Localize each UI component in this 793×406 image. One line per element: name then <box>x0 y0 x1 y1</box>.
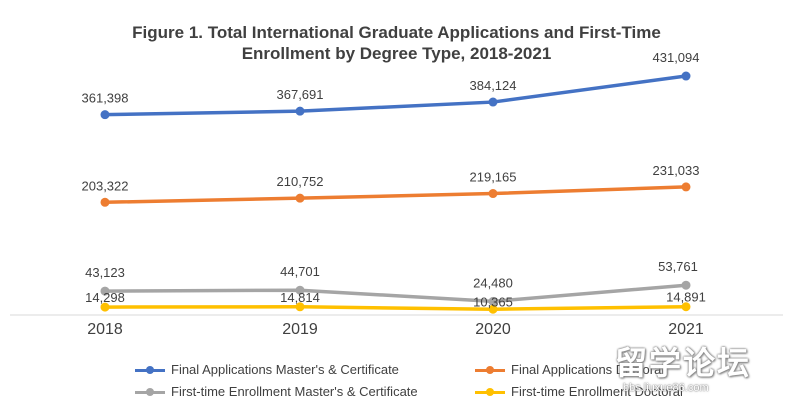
watermark-logo: 留学论坛 bbs.liuxue86.com <box>615 338 790 398</box>
data-point-0-1 <box>295 106 305 116</box>
data-point-3-2 <box>488 304 498 314</box>
legend-swatch <box>135 365 165 375</box>
data-label-1-3: 231,033 <box>653 163 700 178</box>
data-label-1-1: 210,752 <box>277 174 324 189</box>
watermark-text: 留学论坛 <box>615 345 752 381</box>
data-point-2-3 <box>681 280 691 290</box>
x-tick-label-1: 2019 <box>282 321 318 338</box>
data-point-1-0 <box>100 197 110 207</box>
legend-label: Final Applications Master's & Certificat… <box>171 362 399 377</box>
data-label-0-0: 361,398 <box>82 91 129 106</box>
data-label-0-2: 384,124 <box>470 78 517 93</box>
data-point-0-3 <box>681 71 691 81</box>
data-label-0-1: 367,691 <box>277 87 324 102</box>
data-point-3-0 <box>100 302 110 312</box>
chart-title-line-1: Figure 1. Total International Graduate A… <box>132 23 661 42</box>
data-label-3-3: 14,891 <box>666 290 706 305</box>
x-tick-label-2: 2020 <box>475 321 511 338</box>
data-label-2-2: 24,480 <box>473 275 513 290</box>
data-point-0-2 <box>488 97 498 107</box>
legend-label: First-time Enrollment Doctoral <box>511 384 683 399</box>
legend-item-2: First-time Enrollment Master's & Certifi… <box>135 384 418 399</box>
legend-swatch <box>475 387 505 397</box>
data-point-3-3 <box>681 302 691 312</box>
data-label-3-1: 14,814 <box>280 290 320 305</box>
legend-swatch <box>135 387 165 397</box>
data-label-3-0: 14,298 <box>85 290 125 305</box>
data-point-1-2 <box>488 189 498 199</box>
legend-swatch <box>475 365 505 375</box>
data-label-0-3: 431,094 <box>653 50 700 65</box>
x-tick-label-3: 2021 <box>668 321 704 338</box>
legend-item-1: Final Applications Doctoral <box>475 362 664 377</box>
data-label-1-0: 203,322 <box>82 178 129 193</box>
series-line-3 <box>103 304 688 312</box>
chart-title-line-2: Enrollment by Degree Type, 2018-2021 <box>241 44 552 63</box>
data-point-0-0 <box>100 110 110 120</box>
watermark-url: bbs.liuxue86.com <box>623 382 709 394</box>
data-label-3-2: 10,365 <box>473 294 513 309</box>
series-line-0 <box>103 74 688 117</box>
data-point-1-1 <box>295 193 305 203</box>
chart-title: Figure 1. Total International Graduate A… <box>0 22 793 64</box>
data-point-3-1 <box>295 302 305 312</box>
legend-item-3: First-time Enrollment Doctoral <box>475 384 683 399</box>
chart-legend: Final Applications Master's & Certificat… <box>135 360 775 404</box>
data-label-2-3: 53,761 <box>658 259 698 274</box>
data-point-2-1 <box>295 285 305 295</box>
data-label-2-1: 44,701 <box>280 264 320 279</box>
legend-item-0: Final Applications Master's & Certificat… <box>135 362 399 377</box>
series-line-2 <box>103 283 688 304</box>
x-tick-label-0: 2018 <box>87 321 123 338</box>
data-label-2-0: 43,123 <box>85 265 125 280</box>
series-line-1 <box>103 185 688 205</box>
legend-label: Final Applications Doctoral <box>511 362 665 377</box>
data-point-2-2 <box>488 296 498 306</box>
legend-label: First-time Enrollment Master's & Certifi… <box>171 384 418 399</box>
data-label-1-2: 219,165 <box>470 170 517 185</box>
data-point-2-0 <box>100 286 110 296</box>
data-point-1-3 <box>681 182 691 192</box>
